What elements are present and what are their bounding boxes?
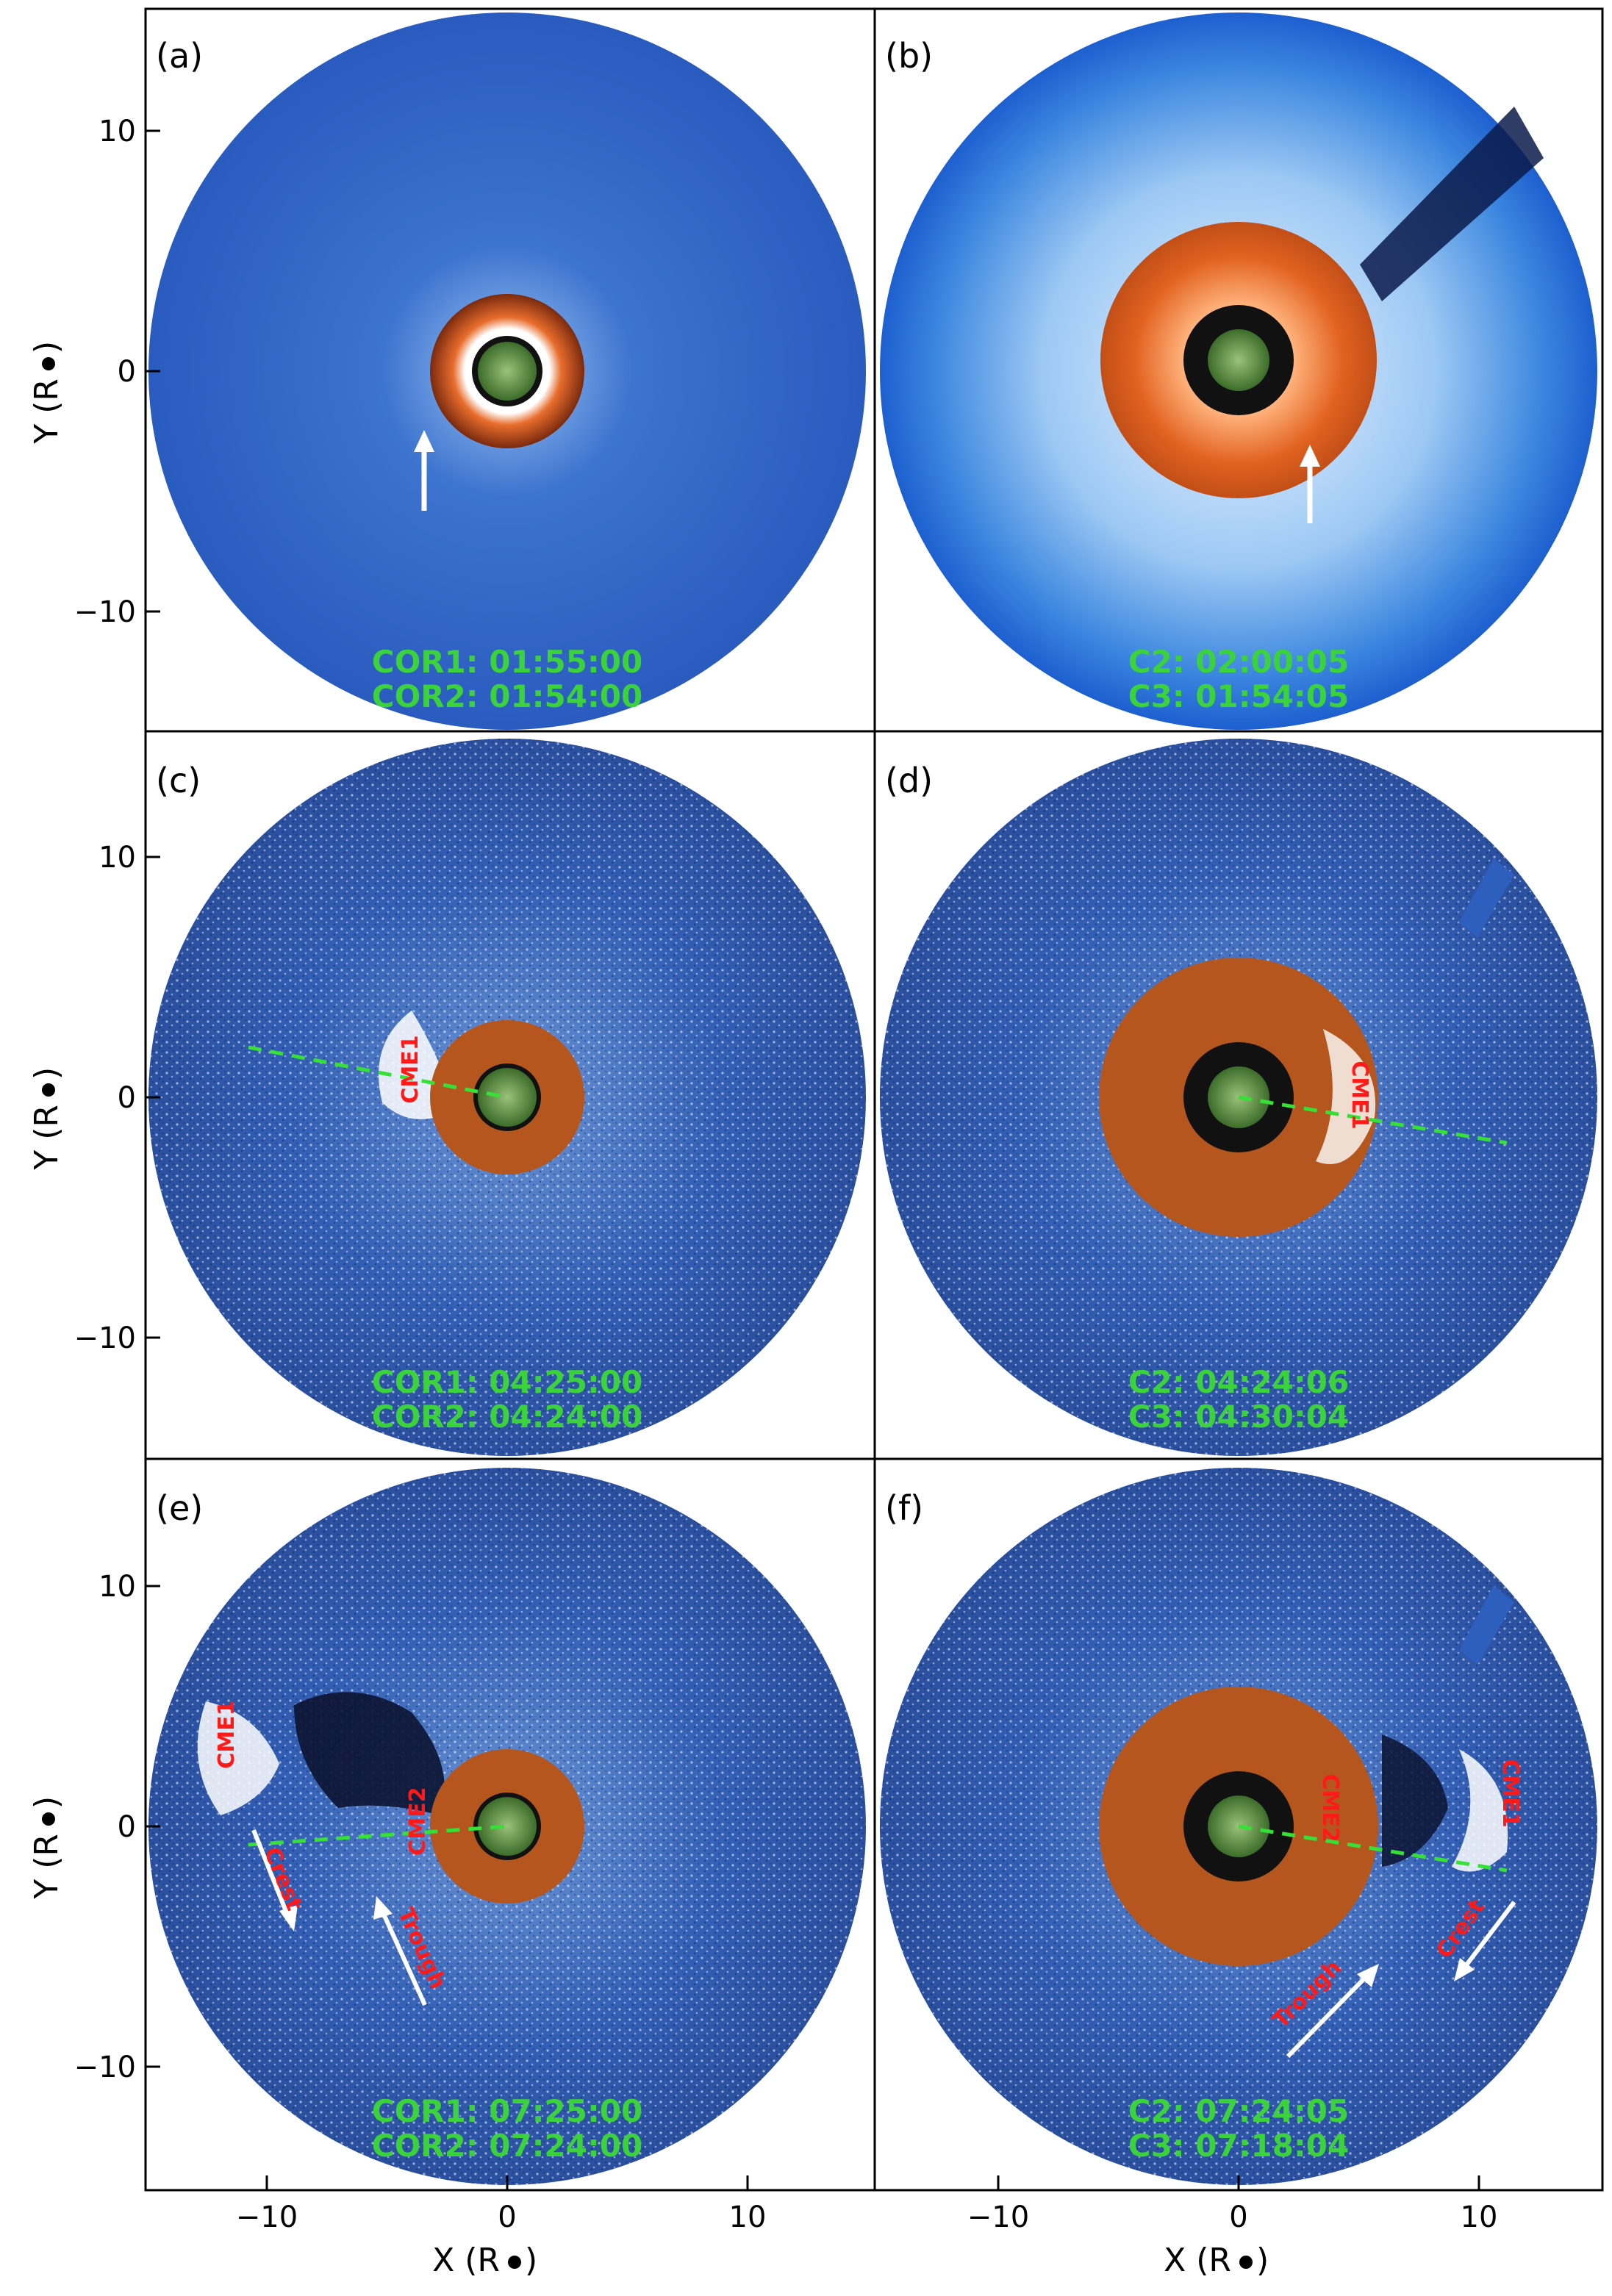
y-tick-e-bot: −10 <box>74 2051 136 2084</box>
x-tick-right-pos: 10 <box>1461 2200 1498 2234</box>
panel-c-cme1-label: CME1 <box>398 1035 423 1103</box>
panel-f-time1: C2: 07:24:05 <box>1128 2093 1349 2129</box>
y-tick-a-top: 10 <box>98 115 136 148</box>
y-tick-c-mid: 0 <box>118 1081 136 1115</box>
x-tick-right-neg: −10 <box>967 2200 1029 2234</box>
x-axis-labels: X (R ) X (R ) <box>432 2242 1269 2279</box>
svg-text:): ) <box>525 2242 537 2279</box>
y-tick-a-bot: −10 <box>74 595 136 629</box>
panel-d-cme1-bright <box>1316 1029 1376 1164</box>
y-tick-c-top: 10 <box>98 841 136 875</box>
panel-b-time1: C2: 02:00:05 <box>1128 644 1349 680</box>
y-tick-a-mid: 0 <box>118 355 136 389</box>
panel-b-time2: C3: 01:54:05 <box>1128 678 1349 714</box>
panel-f-label: (f) <box>885 1488 923 1528</box>
panel-a-time2: COR2: 01:54:00 <box>372 678 642 714</box>
panel-f-cme1-bright <box>1452 1749 1508 1872</box>
panel-f-trough-arrow <box>1286 1964 1379 2059</box>
panel-e-time2: COR2: 07:24:00 <box>372 2128 642 2164</box>
svg-text:X (R: X (R <box>432 2242 500 2279</box>
panel-b-sun-disk <box>1208 329 1269 391</box>
panel-a-label: (a) <box>156 36 203 76</box>
svg-text:Y (R: Y (R <box>28 379 65 445</box>
svg-text:X (R: X (R <box>1164 2242 1231 2279</box>
panel-e-cme2-label: CME2 <box>405 1787 431 1855</box>
panel-e: CME1 CME2 Crest Trough (e) COR1: 07:25:0… <box>148 1468 866 2185</box>
panel-a: (a) COR1: 01:55:00 COR2: 01:54:00 <box>148 12 866 730</box>
svg-text:): ) <box>28 1796 65 1809</box>
y-axis-label-row2: Y (R ) <box>28 1067 65 1171</box>
x-tick-left-zero: 0 <box>498 2200 516 2234</box>
panel-d-time1: C2: 04:24:06 <box>1128 1364 1349 1400</box>
panel-e-cme1-bright <box>197 1701 279 1815</box>
svg-text:Y (R: Y (R <box>28 1105 65 1171</box>
panel-e-sun-disk <box>478 1797 537 1856</box>
panel-e-time1: COR1: 07:25:00 <box>372 2093 642 2129</box>
panel-c-time1: COR1: 04:25:00 <box>372 1364 642 1400</box>
x-tick-left-neg: −10 <box>236 2200 298 2234</box>
panel-f: CME1 CME2 Crest Trough (f) C2: 07:24:05 … <box>880 1468 1597 2185</box>
y-tick-labels: 10 0 −10 10 0 −10 10 0 −10 <box>74 115 136 2084</box>
panel-d-cme1-label: CME1 <box>1347 1061 1372 1129</box>
svg-text:): ) <box>28 1067 65 1080</box>
x-tick-labels: −10 0 10 −10 0 10 <box>236 2200 1498 2234</box>
panel-a-arrow <box>414 430 434 511</box>
panel-d-direction-line <box>1238 1095 1508 1145</box>
x-axis-label-left: X (R ) <box>432 2242 537 2279</box>
y-tick-e-mid: 0 <box>118 1810 136 1844</box>
svg-text:Y (R: Y (R <box>28 1834 65 1900</box>
x-axis-label-right: X (R ) <box>1164 2242 1269 2279</box>
y-tick-e-top: 10 <box>98 1570 136 1604</box>
panel-f-dark-region <box>1382 1734 1448 1867</box>
panel-d-pylon <box>1459 858 1514 937</box>
x-tick-left-pos: 10 <box>729 2200 767 2234</box>
panel-e-cme1-label: CME1 <box>214 1700 240 1768</box>
panel-f-direction-line <box>1238 1824 1508 1873</box>
panel-b-arrow <box>1300 445 1320 523</box>
panel-a-sun-disk <box>478 342 537 401</box>
svg-text:): ) <box>1256 2242 1269 2279</box>
panel-frames <box>144 7 1604 2192</box>
panel-d-label: (d) <box>885 761 933 800</box>
panel-f-cme2-label: CME2 <box>1317 1773 1343 1842</box>
tick-marks <box>146 129 1480 2190</box>
panel-b-label: (b) <box>885 36 933 76</box>
panel-d: CME1 (d) C2: 04:24:06 C3: 04:30:04 <box>880 739 1597 1456</box>
panel-c-label: (c) <box>156 761 201 800</box>
panel-e-crest-arrow <box>251 1829 298 1931</box>
x-tick-right-zero: 0 <box>1229 2200 1247 2234</box>
panel-f-cme1-label: CME1 <box>1497 1759 1523 1827</box>
panel-e-trough-arrow <box>373 1896 427 2006</box>
svg-text:): ) <box>28 341 65 354</box>
panel-d-time2: C3: 04:30:04 <box>1128 1399 1349 1435</box>
panel-a-time1: COR1: 01:55:00 <box>372 644 642 680</box>
y-axis-label-row1: Y (R ) <box>28 341 65 445</box>
panel-b-dark-streak <box>1360 107 1544 301</box>
panel-c-time2: COR2: 04:24:00 <box>372 1399 642 1435</box>
panel-f-crest-arrow <box>1454 1901 1516 1981</box>
panel-c-sun-disk <box>478 1068 537 1127</box>
panel-e-label: (e) <box>156 1488 203 1528</box>
panel-f-time2: C3: 07:18:04 <box>1128 2128 1349 2164</box>
y-axis-label-row3: Y (R ) <box>28 1796 65 1900</box>
y-tick-c-bot: −10 <box>74 1321 136 1355</box>
panel-e-dark-region <box>294 1692 445 1815</box>
panel-b: (b) C2: 02:00:05 C3: 01:54:05 <box>880 12 1597 730</box>
y-axis-labels: Y (R ) Y (R ) Y (R ) <box>28 341 65 1900</box>
panel-c: CME1 (c) COR1: 04:25:00 COR2: 04:24:00 <box>148 739 866 1456</box>
panel-f-pylon <box>1459 1586 1514 1665</box>
